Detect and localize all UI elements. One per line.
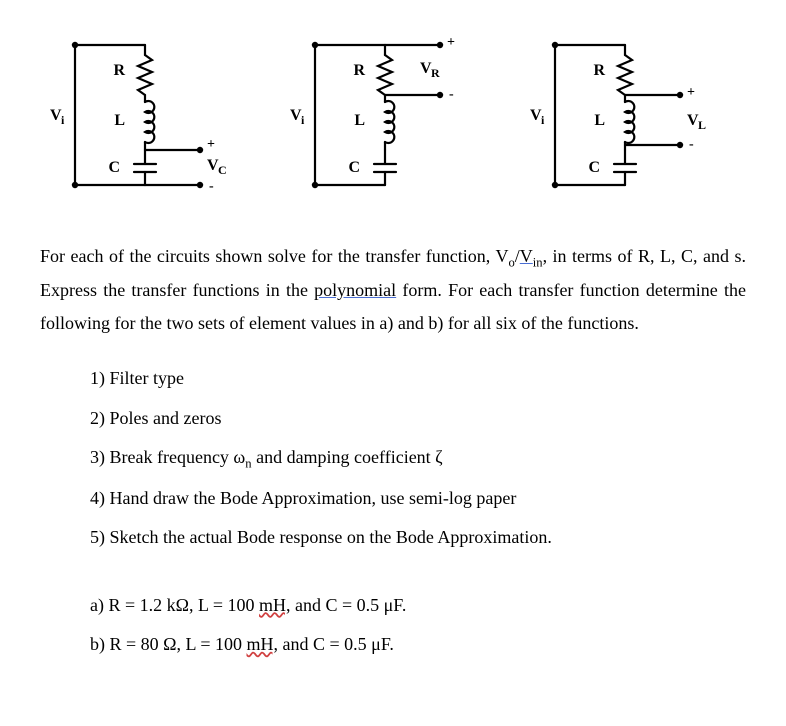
circuits-row: R L C Vi + VC - — [40, 30, 746, 200]
val-a1: a) R = 1.2 kΩ, L = 100 — [90, 595, 259, 615]
svg-text:i: i — [301, 113, 305, 127]
element-values: a) R = 1.2 kΩ, L = 100 mH, and C = 0.5 μ… — [90, 586, 746, 665]
val-b2: and C = 0.5 μF. — [278, 634, 394, 654]
svg-text:R: R — [431, 66, 440, 80]
list-item-3: 3) Break frequency ωn and damping coeffi… — [90, 438, 746, 478]
item3-b: and damping coefficient ζ — [252, 447, 443, 467]
svg-text:C: C — [348, 159, 360, 176]
list-item-2: 2) Poles and zeros — [90, 399, 746, 439]
problem-paragraph: For each of the circuits shown solve for… — [40, 240, 746, 339]
svg-text:+: + — [687, 85, 695, 100]
circuit-vl: R L C Vi + VL - — [520, 30, 730, 200]
circuit-vc: R L C Vi + VC - — [40, 30, 250, 200]
svg-text:C: C — [218, 163, 227, 177]
list-item-4: 4) Hand draw the Bode Approximation, use… — [90, 479, 746, 519]
svg-text:-: - — [689, 137, 694, 152]
para-poly: polynomial — [314, 280, 396, 300]
list-item-5: 5) Sketch the actual Bode response on th… — [90, 518, 746, 558]
svg-text:i: i — [61, 113, 65, 127]
circuit-vr: R L C Vi + VR - — [280, 30, 490, 200]
svg-text:C: C — [588, 159, 600, 176]
svg-text:R: R — [353, 62, 365, 79]
para-in: in — [533, 256, 543, 270]
list-item-1: 1) Filter type — [90, 359, 746, 399]
svg-text:-: - — [209, 179, 214, 194]
val-b-mh: mH, — [247, 634, 279, 654]
item3-a: 3) Break frequency ω — [90, 447, 245, 467]
val-a2: and C = 0.5 μF. — [291, 595, 407, 615]
svg-text:i: i — [541, 113, 545, 127]
svg-text:+: + — [447, 35, 455, 50]
val-b1: b) R = 80 Ω, L = 100 — [90, 634, 247, 654]
para-vin: Vin, — [520, 246, 547, 266]
svg-text:L: L — [354, 112, 365, 129]
svg-text:L: L — [594, 112, 605, 129]
svg-text:+: + — [207, 137, 215, 152]
svg-text:-: - — [449, 87, 454, 102]
svg-text:L: L — [114, 112, 125, 129]
svg-text:R: R — [113, 62, 125, 79]
values-a: a) R = 1.2 kΩ, L = 100 mH, and C = 0.5 μ… — [90, 586, 746, 626]
svg-text:L: L — [698, 118, 706, 132]
svg-text:C: C — [108, 159, 120, 176]
para-text: For each of the circuits shown solve for… — [40, 246, 508, 266]
question-list: 1) Filter type 2) Poles and zeros 3) Bre… — [90, 359, 746, 558]
para-v: V — [520, 246, 533, 266]
val-a-mh: mH, — [259, 595, 291, 615]
values-b: b) R = 80 Ω, L = 100 mH, and C = 0.5 μF. — [90, 625, 746, 665]
svg-text:R: R — [593, 62, 605, 79]
